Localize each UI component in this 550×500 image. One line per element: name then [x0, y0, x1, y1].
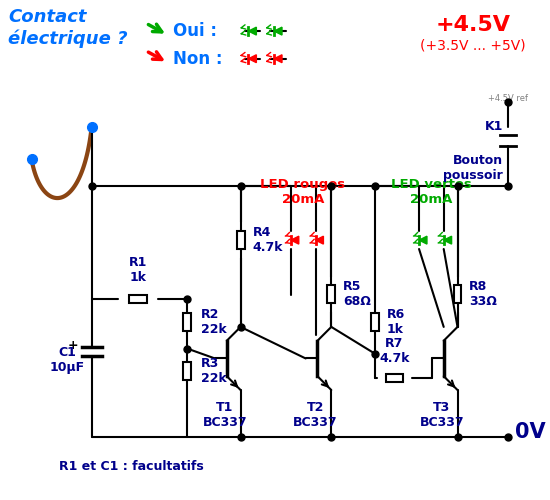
Text: Oui :: Oui :: [173, 22, 217, 40]
Bar: [386, 374, 403, 382]
Text: T1
BC337: T1 BC337: [202, 402, 247, 429]
Text: LED vertes
20mA: LED vertes 20mA: [390, 178, 471, 206]
Text: R1 et C1 : facultatifs: R1 et C1 : facultatifs: [59, 460, 204, 473]
Text: R2
22k: R2 22k: [201, 308, 227, 336]
Text: +4.5V ref: +4.5V ref: [488, 94, 528, 103]
Text: (+3.5V ... +5V): (+3.5V ... +5V): [421, 39, 526, 53]
Bar: [129, 296, 147, 303]
Text: C1
10μF: C1 10μF: [50, 346, 85, 374]
Text: LED rouges
20mA: LED rouges 20mA: [260, 178, 345, 206]
Text: +: +: [67, 339, 78, 352]
Text: R8
33Ω: R8 33Ω: [469, 280, 497, 308]
Text: +4.5V: +4.5V: [436, 16, 511, 36]
Bar: [236, 232, 245, 249]
Bar: [183, 362, 191, 380]
Text: R4
4.7k: R4 4.7k: [252, 226, 283, 254]
Bar: [183, 313, 191, 331]
Polygon shape: [274, 55, 282, 62]
Text: T2
BC337: T2 BC337: [293, 402, 338, 429]
Text: 0V: 0V: [515, 422, 546, 442]
Text: R6
1k: R6 1k: [387, 308, 405, 336]
Text: R5
68Ω: R5 68Ω: [343, 280, 371, 308]
Polygon shape: [316, 236, 323, 244]
Text: Non :: Non :: [173, 50, 222, 68]
Text: R7
4.7k: R7 4.7k: [379, 338, 410, 365]
Text: K1: K1: [485, 120, 503, 133]
Text: Bouton
poussoir: Bouton poussoir: [443, 154, 503, 182]
Polygon shape: [274, 27, 282, 35]
Bar: [454, 286, 461, 303]
Bar: [327, 286, 336, 303]
Text: Contact
électrique ?: Contact électrique ?: [8, 8, 128, 48]
Text: R1
1k: R1 1k: [129, 256, 147, 283]
Polygon shape: [444, 236, 452, 244]
Bar: [371, 313, 378, 331]
Polygon shape: [249, 27, 256, 35]
Text: R3
22k: R3 22k: [201, 358, 227, 386]
Polygon shape: [291, 236, 299, 244]
Polygon shape: [419, 236, 427, 244]
Text: T3
BC337: T3 BC337: [420, 402, 464, 429]
Polygon shape: [249, 55, 256, 62]
